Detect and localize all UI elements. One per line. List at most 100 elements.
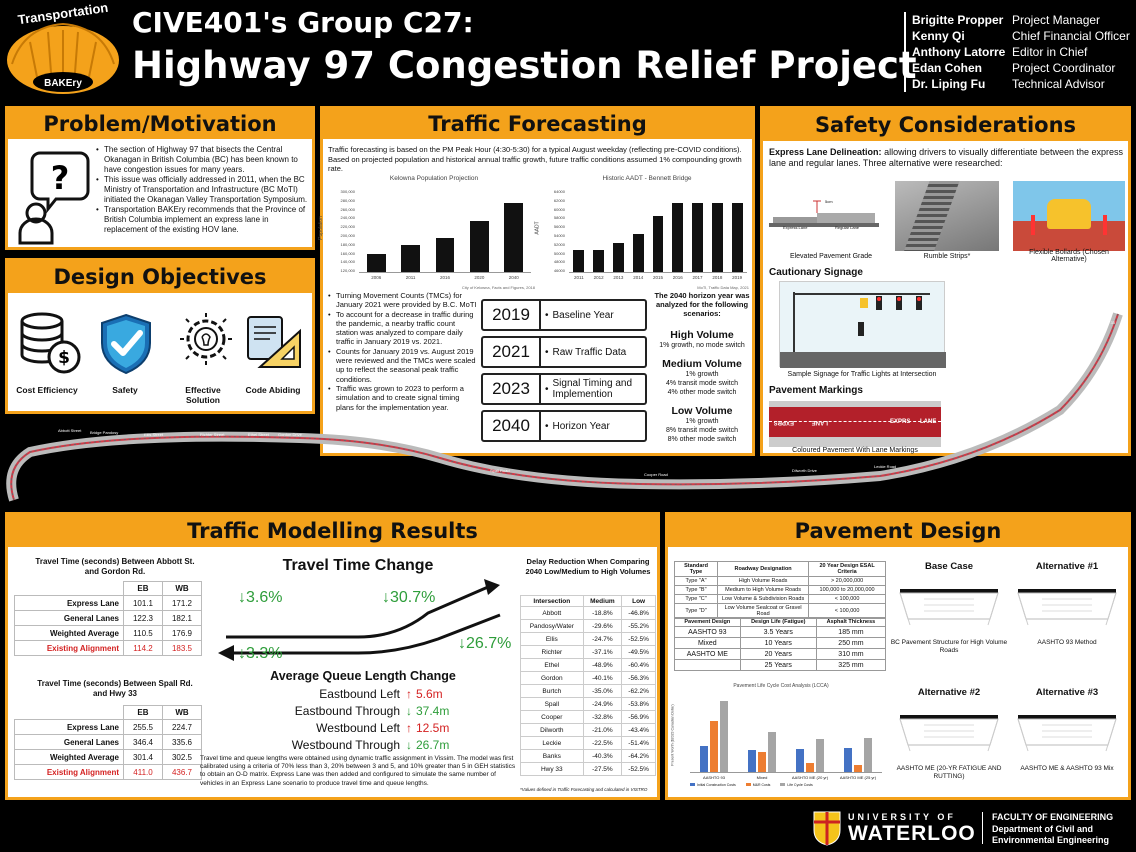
tt-table-1-title: Travel Time (seconds) Between Abbott St.… <box>35 557 195 576</box>
section-title: Alternative #2 <box>917 687 981 698</box>
ttc-percent: 30.7% <box>390 589 436 606</box>
ttc-value: ↓26.7% <box>458 635 511 653</box>
table-cell: -32.8% <box>582 710 623 724</box>
table-cell: Hwy 33 <box>520 762 584 776</box>
rumble-strips-photo <box>895 181 999 251</box>
height-label: 5cm <box>825 199 833 204</box>
down-arrow-icon: ↓ <box>382 589 390 606</box>
scenario-name: Low Volume <box>671 405 733 417</box>
table-cell: -21.0% <box>582 723 623 737</box>
chart-ytick: 140,000 <box>340 259 355 265</box>
table-header: WB <box>161 705 203 720</box>
down-arrow-icon: ↓ <box>406 704 412 718</box>
ttc-percent: 26.7% <box>466 635 512 652</box>
team-member-role: Project Coordinator <box>1012 61 1116 75</box>
table-cell: 10 Years <box>739 637 817 649</box>
table-row: Ethel -48.9% -60.4% <box>520 658 656 672</box>
chart-ytick: 220,000 <box>340 224 355 230</box>
row-eb: 255.5 <box>123 719 163 735</box>
down-arrow-icon: ↓ <box>406 738 412 752</box>
lcca-legend: Initial Construction Costs M&R Costs Life … <box>690 783 882 791</box>
table-cell: 325 mm <box>815 659 887 671</box>
modelling-note: Travel time and queue lengths were obtai… <box>200 755 516 787</box>
up-arrow-icon: ↑ <box>406 687 412 701</box>
chart-xtick: 2016 <box>672 275 683 280</box>
table-row: Existing Alignment 114.2 183.5 <box>14 640 203 656</box>
objective-label: Safety <box>112 385 138 395</box>
objective-label: Effective Solution <box>185 385 221 405</box>
queue-label: Westbound Left <box>316 721 400 735</box>
chart-xtick: 2016 <box>439 275 450 280</box>
chart-xtick: 2019 <box>732 275 743 280</box>
problem-bullet: Transportation BAKEry recommends that th… <box>96 205 310 235</box>
forecast-bullet: To account for a decrease in traffic dur… <box>328 310 478 347</box>
table-cell: -27.5% <box>582 762 623 776</box>
table-cell: High Volume Roads <box>717 576 810 586</box>
scenario: High Volume 1% growth, no mode switch <box>653 329 751 350</box>
table-header: Roadway Designation <box>717 561 810 577</box>
elevated-grade-diagram: Express Lane Regular Lane 5cm <box>769 183 879 247</box>
table-header: Design Life (Fatigue) <box>739 617 817 627</box>
population-source: City of Kelowna, Facts and Figures, 2018 <box>461 285 535 290</box>
title-line-1: CIVE401's Group C27: <box>132 6 474 39</box>
queue-label: Eastbound Through <box>294 704 400 718</box>
year-box: 2019 • Baseline Year <box>481 299 647 331</box>
chart-bar <box>652 216 664 272</box>
lcca-bar <box>768 732 776 772</box>
forecast-years: 2019 • Baseline Year 2021 • Raw Traffic Data 2… <box>481 299 651 445</box>
pavement-section: Alternative #2 AASHTO ME (20-YR FATIGUE A… <box>890 681 1008 799</box>
tt-table-2-title: Travel Time (seconds) Between Spall Rd. … <box>37 679 193 698</box>
table-cell: AASHTO 93 <box>674 626 741 638</box>
person-question-icon: ? <box>18 151 90 245</box>
table-header-row: Intersection Medium Low <box>520 595 656 607</box>
year-label-text: Baseline Year <box>552 309 614 321</box>
row-label: Existing Alignment <box>14 764 124 780</box>
year-bullet: • <box>545 420 549 432</box>
scenario-name: Medium Volume <box>662 358 742 370</box>
chart-ytick: 62000 <box>553 197 565 203</box>
table-header: Intersection <box>520 595 584 607</box>
modelling-title: Traffic Modelling Results <box>8 515 657 547</box>
year-number: 2019 <box>483 301 541 329</box>
team-member-role: Chief Financial Officer <box>1012 29 1130 43</box>
scenario-line: 4% transit mode switch <box>666 380 738 387</box>
queue-value: 12.5m <box>416 721 450 735</box>
down-arrow-icon: ↓ <box>458 635 466 652</box>
lcca-xtick: AASHTO 93 <box>703 775 725 780</box>
population-yticks: 300,000 280,000 260,000 240,000 220,000 200,0… <box>329 189 355 277</box>
row-wb: 182.1 <box>161 610 203 626</box>
dept-2: Environmental Engineering <box>992 835 1110 845</box>
express-lane-label: Express Lane <box>783 225 808 230</box>
ttc-value: ↓3.3% <box>238 645 282 663</box>
table-header: 20 Year Design ESAL Criteria <box>808 561 886 577</box>
row-wb: 335.6 <box>161 734 203 750</box>
map-label: Leckie Road <box>874 464 897 469</box>
table-row: Weighted Average 110.5 176.9 <box>14 625 203 641</box>
aadt-yticks: 64000 62000 60000 58000 56000 54000 52000 50000… <box>541 189 565 277</box>
row-label: Weighted Average <box>14 749 124 765</box>
table-cell: AASHTO ME <box>674 648 741 660</box>
scenario-name: High Volume <box>670 329 734 341</box>
objective-label: Code Abiding <box>245 385 301 395</box>
table-row: Richter -37.1% -49.5% <box>520 645 656 659</box>
table-row: Leckie -22.5% -51.4% <box>520 736 656 750</box>
aadt-source: MoTI, Traffic Data Map, 2021 <box>697 285 749 290</box>
table-row: Dilworth -21.0% -43.4% <box>520 723 656 737</box>
row-wb: 176.9 <box>161 625 203 641</box>
pavement-section: Alternative #1 AASHTO 93 Method <box>1008 555 1126 673</box>
table-row: Type "B" Medium to High Volume Roads 100,0… <box>673 585 886 595</box>
row-eb: 101.1 <box>123 595 163 611</box>
table-cell: -48.9% <box>582 658 623 672</box>
chart-bar <box>504 203 524 272</box>
objective-labels: Cost Efficiency Safety Effective Solution C… <box>8 385 312 411</box>
table-row: Type "A" High Volume Roads > 20,000,000 <box>673 576 886 586</box>
year-box: 2021 • Raw Traffic Data <box>481 336 647 368</box>
delineation-body: allowing drivers to visually differentia… <box>769 147 1124 168</box>
table-cell: -37.1% <box>582 645 623 659</box>
croissant-logo-icon <box>7 22 119 94</box>
map-label: Ethel Street <box>248 432 269 437</box>
table-cell: Low Volume & Subdivision Roads <box>717 594 810 604</box>
table-cell: 3.5 Years <box>739 626 817 638</box>
chart-xtick: 2011 <box>405 275 416 280</box>
population-plot <box>359 193 531 273</box>
